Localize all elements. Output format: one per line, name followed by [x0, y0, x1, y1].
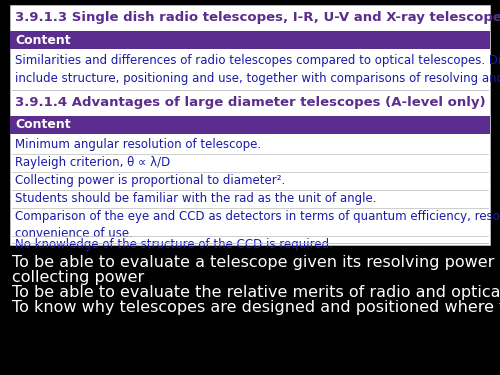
- Text: Content: Content: [15, 118, 70, 132]
- Text: Rayleigh criterion, θ ∝ λ/D: Rayleigh criterion, θ ∝ λ/D: [15, 156, 170, 169]
- Text: To be able to evaluate a telescope given its resolving power and: To be able to evaluate a telescope given…: [12, 255, 500, 270]
- Text: 3.9.1.4 Advantages of large diameter telescopes (A-level only): 3.9.1.4 Advantages of large diameter tel…: [15, 96, 486, 109]
- FancyBboxPatch shape: [10, 116, 490, 134]
- Text: collecting power: collecting power: [12, 270, 144, 285]
- Text: Collecting power is proportional to diameter².: Collecting power is proportional to diam…: [15, 174, 285, 187]
- Text: Comparison of the eye and CCD as detectors in terms of quantum efficiency, resol: Comparison of the eye and CCD as detecto…: [15, 210, 500, 240]
- Text: Students should be familiar with the rad as the unit of angle.: Students should be familiar with the rad…: [15, 192, 376, 205]
- Text: To be able to evaluate the relative merits of radio and optical telescopes.: To be able to evaluate the relative meri…: [12, 285, 500, 300]
- Text: Minimum angular resolution of telescope.: Minimum angular resolution of telescope.: [15, 138, 261, 151]
- Text: 3.9.1.3 Single dish radio telescopes, I-R, U-V and X-ray telescopes (A-level onl: 3.9.1.3 Single dish radio telescopes, I-…: [15, 11, 500, 24]
- Text: Similarities and differences of radio telescopes compared to optical telescopes.: Similarities and differences of radio te…: [15, 54, 500, 85]
- Text: No knowledge of the structure of the CCD is required.: No knowledge of the structure of the CCD…: [15, 238, 333, 251]
- Text: Content: Content: [15, 33, 70, 46]
- Text: To know why telescopes are designed and positioned where they are: To know why telescopes are designed and …: [12, 300, 500, 315]
- FancyBboxPatch shape: [10, 31, 490, 49]
- FancyBboxPatch shape: [10, 5, 490, 245]
